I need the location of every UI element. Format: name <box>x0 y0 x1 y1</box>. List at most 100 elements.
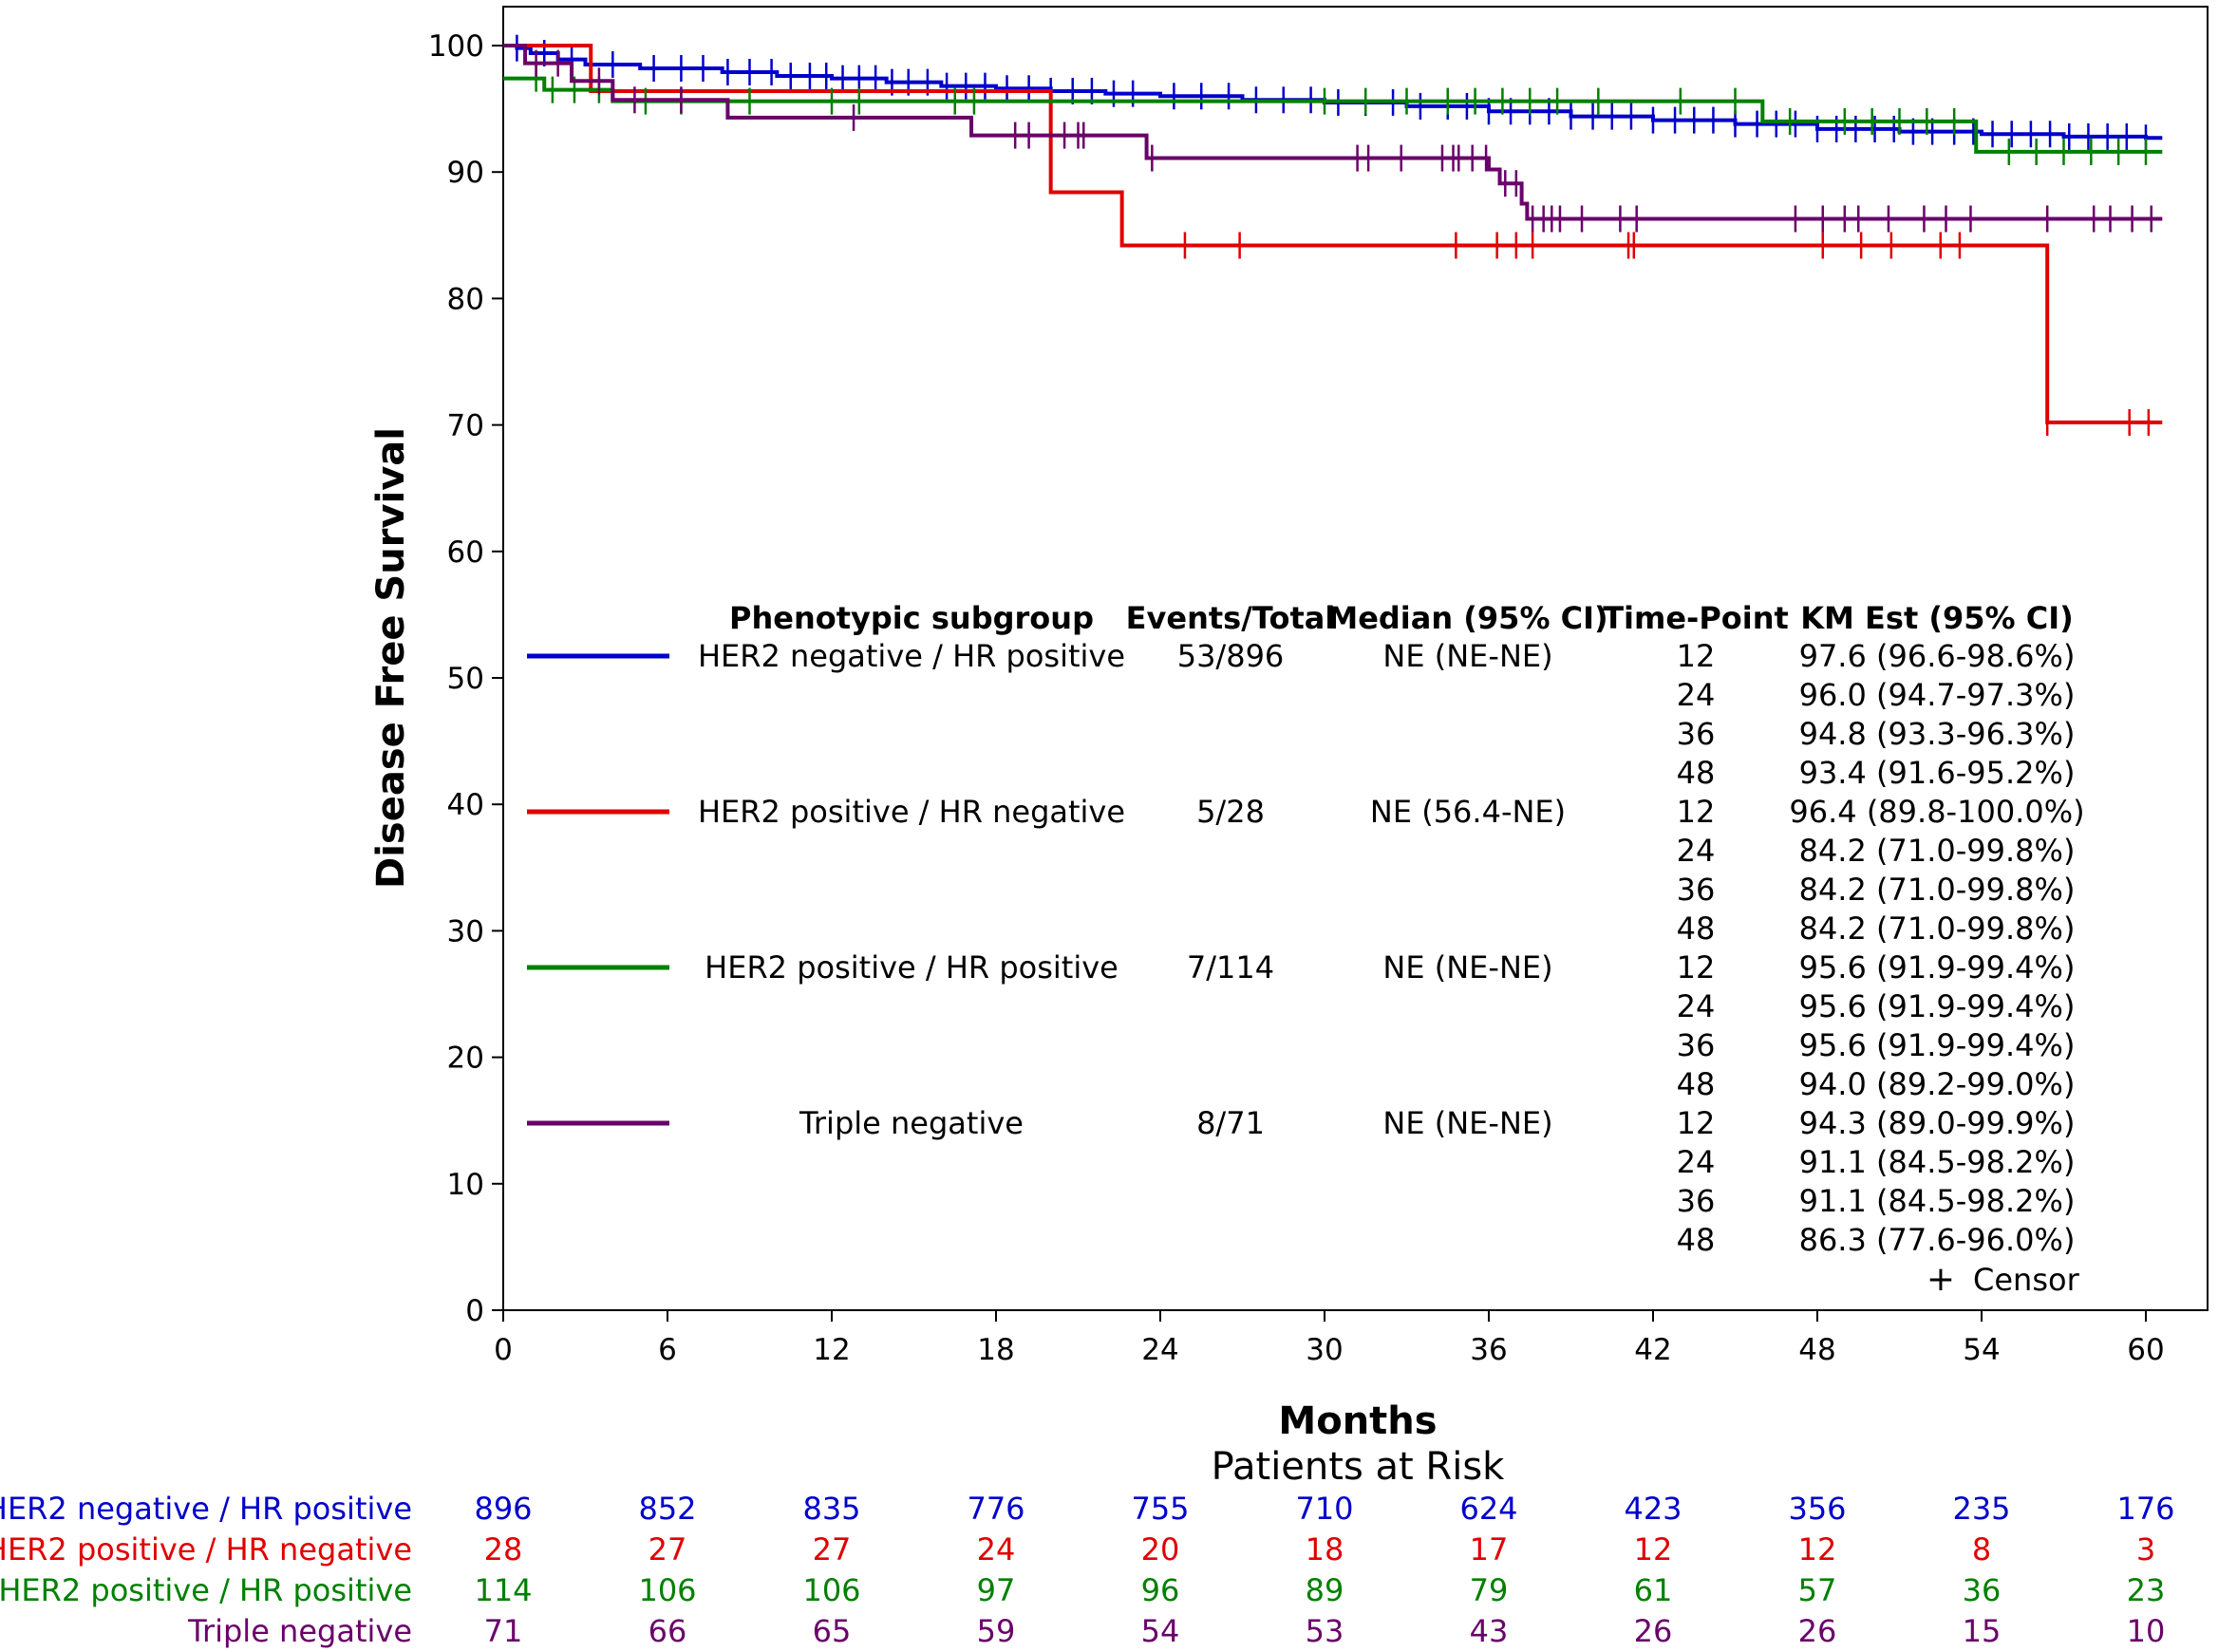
legend-km-estimate: 96.0 (94.7-97.3%) <box>1799 677 2076 713</box>
y-tick-label: 40 <box>447 788 484 822</box>
risk-row-1: HER2 negative / HR positive 896 852 835 776 7… <box>0 1491 2175 1527</box>
legend-timepoint: 48 <box>1677 755 1716 791</box>
x-tick-label: 6 <box>658 1333 677 1367</box>
legend-timepoint: 24 <box>1677 677 1716 713</box>
legend-timepoint: 12 <box>1677 638 1716 674</box>
legend-timepoint: 24 <box>1677 1144 1716 1180</box>
risk-count: 852 <box>638 1491 696 1527</box>
legend-header-km: KM Est (95% CI) <box>1800 600 2074 636</box>
risk-count: 15 <box>1963 1613 2002 1649</box>
risk-row-4: Triple negative 71 66 65 59 54 53 43 26 26 15 10 <box>187 1613 2165 1649</box>
legend-header-events: Events/Total <box>1126 600 1336 636</box>
legend-header-subgroup: Phenotypic subgroup <box>729 600 1094 636</box>
legend-km-estimate: 97.6 (96.6-98.6%) <box>1799 638 2076 674</box>
legend-timepoint: 12 <box>1677 949 1716 986</box>
risk-count: 176 <box>2116 1491 2174 1527</box>
censor-label: Censor <box>1973 1262 2080 1298</box>
x-tick-label: 42 <box>1634 1333 1671 1367</box>
series-1 <box>503 34 2163 152</box>
risk-count: 27 <box>813 1531 852 1568</box>
risk-row-2: HER2 positive / HR negative 28 27 27 24 20 18 1… <box>0 1531 2155 1568</box>
risk-count: 12 <box>1798 1531 1837 1568</box>
x-tick-label: 54 <box>1963 1333 2000 1367</box>
risk-count: 114 <box>474 1572 532 1608</box>
x-axis-title: Months <box>1278 1399 1437 1443</box>
legend-header-timepoint: Time-Point <box>1603 600 1789 636</box>
legend-km-estimate: 94.0 (89.2-99.0%) <box>1799 1066 2076 1102</box>
legend-timepoint: 24 <box>1677 833 1716 869</box>
legend-km-estimate: 91.1 (84.5-98.2%) <box>1799 1183 2076 1219</box>
risk-count: 24 <box>977 1531 1016 1568</box>
risk-count: 59 <box>977 1613 1016 1649</box>
risk-count: 36 <box>1963 1572 2002 1608</box>
legend-km-estimate: 95.6 (91.9-99.4%) <box>1799 1027 2076 1063</box>
legend-timepoint: 36 <box>1677 1027 1716 1063</box>
legend-subgroup-name: HER2 positive / HR negative <box>698 794 1125 830</box>
legend-censor-key: + Censor <box>1927 1260 2080 1299</box>
x-tick-label: 18 <box>977 1333 1014 1367</box>
y-tick-label: 60 <box>447 535 484 570</box>
legend-timepoint: 48 <box>1677 1222 1716 1258</box>
risk-count: 53 <box>1306 1613 1344 1649</box>
legend-km-estimate: 95.6 (91.9-99.4%) <box>1799 988 2076 1024</box>
y-tick-label: 20 <box>447 1042 484 1076</box>
risk-count: 10 <box>2127 1613 2166 1649</box>
survival-curve <box>503 76 2163 154</box>
risk-count: 23 <box>2127 1572 2166 1608</box>
risk-count: 79 <box>1470 1572 1509 1608</box>
y-tick-label: 30 <box>447 914 484 948</box>
legend-km-estimate: 94.8 (93.3-96.3%) <box>1799 716 2076 752</box>
legend-km-estimate: 86.3 (77.6-96.0%) <box>1799 1222 2076 1258</box>
risk-count: 106 <box>802 1572 860 1608</box>
risk-count: 835 <box>802 1491 860 1527</box>
risk-count: 57 <box>1798 1572 1837 1608</box>
risk-count: 66 <box>648 1613 687 1649</box>
legend-timepoint: 36 <box>1677 872 1716 908</box>
risk-count: 3 <box>2136 1531 2155 1568</box>
legend-timepoint: 24 <box>1677 988 1716 1024</box>
y-tick-label: 10 <box>447 1168 484 1202</box>
legend-timepoint: 48 <box>1677 910 1716 947</box>
risk-count: 776 <box>967 1491 1024 1527</box>
y-tick-label: 80 <box>447 282 484 316</box>
legend-entry-4: Triple negative 8/71 NE (NE-NE) 12 94.3 (89.… <box>527 1105 2075 1258</box>
risk-count: 235 <box>1952 1491 2010 1527</box>
risk-count: 54 <box>1141 1613 1180 1649</box>
y-tick-label: 0 <box>465 1294 484 1328</box>
risk-count: 96 <box>1141 1572 1180 1608</box>
legend-median-ci: NE (NE-NE) <box>1382 949 1552 986</box>
series-2 <box>503 44 2163 436</box>
series-4 <box>503 44 2163 233</box>
y-tick-label: 50 <box>447 662 484 696</box>
risk-count: 356 <box>1788 1491 1846 1527</box>
legend-timepoint: 12 <box>1677 794 1716 830</box>
risk-count: 65 <box>813 1613 852 1649</box>
x-tick-label: 36 <box>1470 1333 1507 1367</box>
legend-km-estimate: 84.2 (71.0-99.8%) <box>1799 872 2076 908</box>
risk-count: 12 <box>1634 1531 1673 1568</box>
y-tick-label: 70 <box>447 409 484 443</box>
risk-count: 624 <box>1459 1491 1517 1527</box>
legend-median-ci: NE (56.4-NE) <box>1370 794 1566 830</box>
x-tick-label: 12 <box>813 1333 850 1367</box>
risk-count: 18 <box>1306 1531 1344 1568</box>
legend-events-total: 5/28 <box>1196 794 1265 830</box>
legend-km-estimate: 93.4 (91.6-95.2%) <box>1799 755 2076 791</box>
risk-row-label: Triple negative <box>187 1613 412 1649</box>
legend-events-total: 53/896 <box>1177 638 1285 674</box>
x-tick-label: 60 <box>2127 1333 2164 1367</box>
risk-table-title: Patients at Risk <box>1212 1445 1505 1489</box>
x-tick-label: 24 <box>1141 1333 1178 1367</box>
risk-count: 43 <box>1470 1613 1509 1649</box>
legend-timepoint: 12 <box>1677 1105 1716 1141</box>
legend-events-total: 7/114 <box>1187 949 1274 986</box>
legend-events-total: 8/71 <box>1196 1105 1265 1141</box>
legend-median-ci: NE (NE-NE) <box>1382 1105 1552 1141</box>
risk-count: 106 <box>638 1572 696 1608</box>
legend-km-estimate: 84.2 (71.0-99.8%) <box>1799 833 2076 869</box>
legend-subgroup-name: HER2 negative / HR positive <box>698 638 1125 674</box>
legend-km-estimate: 94.3 (89.0-99.9%) <box>1799 1105 2076 1141</box>
risk-row-label: HER2 positive / HR negative <box>0 1531 412 1568</box>
x-tick-label: 48 <box>1798 1333 1835 1367</box>
y-tick-label: 100 <box>428 29 484 64</box>
